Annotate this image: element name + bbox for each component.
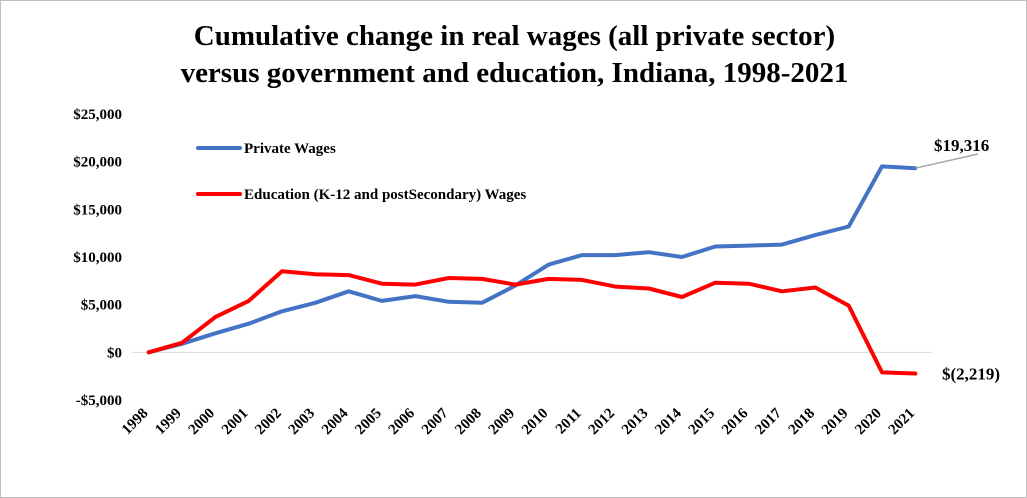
x-tick-label: 2001 bbox=[219, 406, 252, 439]
x-tick-label: 2014 bbox=[652, 405, 685, 438]
x-tick-label: 2011 bbox=[553, 406, 585, 438]
x-tick-label: 2006 bbox=[386, 405, 419, 438]
x-tick-label: 2015 bbox=[686, 406, 719, 439]
x-tick-label: 2010 bbox=[519, 406, 552, 439]
annotation-leader-line bbox=[915, 153, 979, 169]
annotation-label: $(2,219) bbox=[942, 364, 1000, 383]
x-tick-label: 2021 bbox=[886, 406, 919, 439]
y-tick-label: -$5,000 bbox=[76, 393, 122, 409]
x-tick-label: 2000 bbox=[186, 406, 219, 439]
x-tick-label: 2002 bbox=[252, 406, 285, 439]
legend-label: Private Wages bbox=[244, 141, 336, 157]
x-tick-label: 2005 bbox=[352, 406, 385, 439]
x-tick-label: 2008 bbox=[452, 406, 485, 439]
x-tick-label: 2016 bbox=[719, 405, 752, 438]
y-tick-label: $15,000 bbox=[73, 202, 122, 218]
series-line-private-wages bbox=[146, 164, 918, 355]
x-tick-label: 1998 bbox=[119, 406, 152, 439]
x-tick-label: 2018 bbox=[786, 406, 819, 439]
chart-title-line-1: Cumulative change in real wages (all pri… bbox=[193, 20, 836, 52]
x-tick-label: 2009 bbox=[486, 406, 519, 439]
x-tick-label: 2013 bbox=[619, 406, 652, 439]
legend-label: Education (K-12 and postSecondary) Wages bbox=[244, 187, 526, 203]
y-tick-label: $20,000 bbox=[73, 155, 122, 171]
x-tick-label: 2017 bbox=[752, 405, 785, 438]
annotation-label: $19,316 bbox=[934, 136, 989, 155]
y-tick-label: $25,000 bbox=[73, 107, 122, 123]
y-tick-label: $10,000 bbox=[73, 250, 122, 266]
y-tick-label: $0 bbox=[107, 345, 122, 361]
y-tick-label: $5,000 bbox=[81, 298, 122, 314]
x-tick-label: 2003 bbox=[286, 406, 319, 439]
x-tick-label: 2019 bbox=[819, 406, 852, 439]
x-tick-label: 1999 bbox=[152, 406, 185, 439]
x-tick-label: 2004 bbox=[319, 405, 352, 438]
series-line-education-wages bbox=[146, 269, 918, 376]
chart-title-line-2: versus government and education, Indiana… bbox=[180, 57, 849, 89]
x-tick-label: 2007 bbox=[419, 405, 452, 438]
x-tick-label: 2012 bbox=[586, 406, 619, 439]
x-tick-label: 2020 bbox=[852, 406, 885, 439]
